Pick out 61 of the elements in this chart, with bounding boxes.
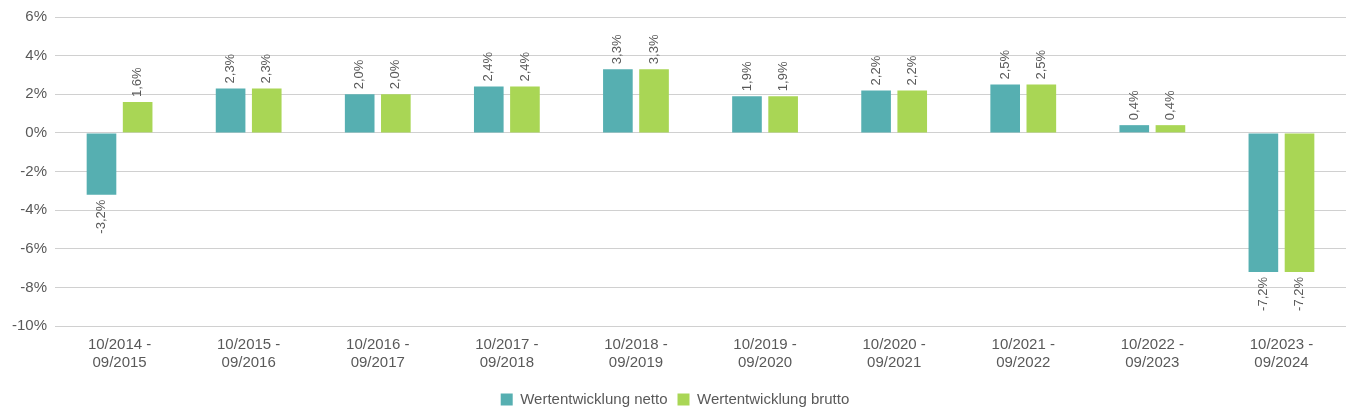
y-tick-label: -2% xyxy=(20,161,48,179)
bar xyxy=(215,88,246,133)
legend-label: Wertentwicklung netto xyxy=(520,389,668,407)
data-label: 1,9% xyxy=(738,61,754,92)
data-label: -3,2% xyxy=(93,199,109,234)
x-tick-label: 10/2016 - 09/2017 xyxy=(346,335,410,371)
data-label: 1,9% xyxy=(774,61,790,92)
bar xyxy=(639,69,669,133)
x-tick-label: 10/2014 - 09/2015 xyxy=(87,335,152,371)
x-tick-label: 10/2018 - 09/2019 xyxy=(604,335,668,371)
bar xyxy=(344,94,375,133)
bar xyxy=(861,90,891,133)
legend-label: Wertentwicklung brutto xyxy=(697,389,850,407)
bar xyxy=(990,84,1020,133)
data-label: 2,3% xyxy=(222,53,238,84)
y-tick-label: -8% xyxy=(20,277,48,295)
y-tick-label: 0% xyxy=(25,123,48,141)
data-label: 0,4% xyxy=(1162,90,1177,121)
bar xyxy=(1026,84,1057,133)
bar xyxy=(251,88,282,133)
x-tick-label: 10/2023 - 09/2024 xyxy=(1249,335,1314,371)
bar xyxy=(897,90,928,133)
bar xyxy=(768,96,798,133)
x-tick-label: 10/2017 - 09/2018 xyxy=(475,335,539,371)
data-label: 2,2% xyxy=(867,55,883,86)
y-tick-label: 2% xyxy=(25,84,48,102)
bar xyxy=(122,101,153,133)
y-tick-label: -6% xyxy=(20,238,48,256)
x-tick-label: 10/2015 - 09/2016 xyxy=(216,335,281,371)
data-label: 3,3% xyxy=(645,34,661,65)
y-tick-label: -4% xyxy=(20,200,48,218)
bar xyxy=(1155,125,1186,133)
bar xyxy=(381,94,411,133)
bar xyxy=(473,86,504,133)
data-label: 0,4% xyxy=(1125,90,1141,121)
data-label: 2,4% xyxy=(480,51,496,82)
bar xyxy=(1119,125,1150,133)
data-label: 2,5% xyxy=(996,49,1012,80)
y-tick-label: -10% xyxy=(11,316,48,334)
data-label: 2,5% xyxy=(1032,49,1048,80)
data-label: 1,6% xyxy=(129,66,145,97)
bar xyxy=(1284,133,1315,272)
data-label: 2,0% xyxy=(387,59,403,90)
bar xyxy=(1248,133,1279,272)
x-tick-label: 10/2019 - 09/2020 xyxy=(733,335,797,371)
data-label: -7,2% xyxy=(1254,276,1270,311)
x-tick-label: 10/2022 - 09/2023 xyxy=(1120,335,1185,371)
y-tick-label: 4% xyxy=(25,45,48,63)
bar xyxy=(510,86,540,133)
data-label: 2,4% xyxy=(516,51,532,82)
bar xyxy=(603,69,633,133)
data-label: 2,2% xyxy=(903,55,919,86)
data-label: 2,0% xyxy=(351,59,367,90)
x-tick-label: 10/2020 - 09/2021 xyxy=(862,335,926,371)
y-tick-label: 6% xyxy=(25,7,48,25)
data-label: -7,2% xyxy=(1291,276,1307,311)
bar xyxy=(86,133,117,195)
x-tick-label: 10/2021 - 09/2022 xyxy=(991,335,1055,371)
data-label: 3,3% xyxy=(609,34,625,65)
data-label: 2,3% xyxy=(258,53,274,84)
bar xyxy=(732,96,762,133)
